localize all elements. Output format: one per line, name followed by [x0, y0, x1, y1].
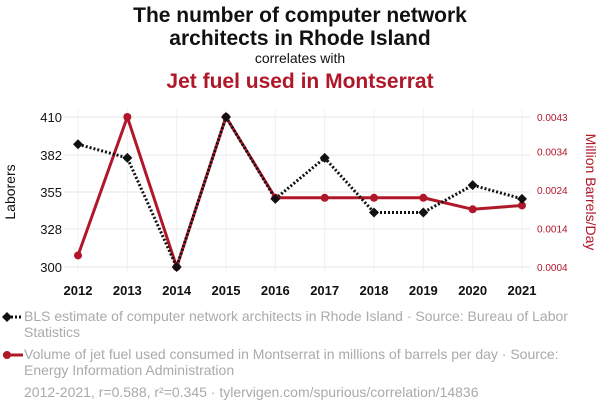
- x-tick-label: 2019: [409, 283, 438, 298]
- grid-lines: [64, 109, 530, 273]
- legend-swatch-architects: [2, 312, 23, 322]
- data-point-architects: [221, 112, 231, 122]
- left-tick-label: 328: [40, 222, 62, 237]
- data-point-architects: [467, 180, 478, 191]
- chart-title-line1: The number of computer network: [133, 4, 467, 27]
- legend-swatch-jetfuel: [3, 351, 23, 359]
- right-tick-label: 0.0043: [537, 113, 568, 124]
- left-tick-label: 382: [40, 148, 62, 163]
- x-tick-label: 2017: [310, 283, 339, 298]
- chart-title: The number of computer network architect…: [0, 4, 600, 50]
- x-tick-label: 2014: [162, 283, 192, 298]
- chart-plot: 300 328 355 382 410 0.0004 0.0014 0.0024 0.0034…: [2, 109, 599, 298]
- data-point-jetfuel: [123, 113, 132, 121]
- x-tick-label: 2020: [458, 283, 487, 298]
- right-tick-label: 0.0034: [537, 148, 568, 159]
- x-tick-label: 2018: [360, 283, 389, 298]
- chart-title-secondary: Jet fuel used in Montserrat: [166, 70, 434, 93]
- legend-label-architects: BLS estimate of computer network archite…: [24, 308, 568, 340]
- data-point-jetfuel: [419, 193, 428, 202]
- data-point-architects: [319, 152, 330, 163]
- left-tick-label: 300: [40, 260, 62, 275]
- data-point-jetfuel: [468, 205, 477, 214]
- x-tick-label: 2016: [261, 283, 290, 298]
- data-point-architects: [73, 139, 83, 150]
- series-line-architects: [77, 115, 523, 269]
- legend-label-jetfuel: Volume of jet fuel used consumed in Mont…: [24, 346, 559, 378]
- right-tick-label: 0.0014: [537, 225, 568, 236]
- data-point-architects: [270, 193, 281, 204]
- data-point-architects: [171, 262, 182, 272]
- right-axis-ticks: 0.0004 0.0014 0.0024 0.0034 0.0043: [537, 113, 568, 274]
- left-tick-label: 355: [40, 185, 62, 200]
- x-tick-label: 2012: [64, 283, 93, 298]
- x-tick-label: 2013: [113, 283, 142, 298]
- data-point-architects: [517, 193, 527, 204]
- chart-title-line2: architects in Rhode Island: [169, 27, 431, 50]
- correlates-label: correlates with: [254, 50, 346, 66]
- right-axis-label: Million Barrels/Day: [583, 134, 599, 251]
- data-point-architects: [369, 207, 379, 218]
- data-point-architects: [418, 207, 429, 218]
- x-tick-label: 2021: [508, 283, 537, 298]
- x-axis-ticks: 2012 2013 2014 2015 2016 2017 2018 2019 2020 2021: [64, 283, 537, 298]
- series-line-jetfuel: [76, 115, 523, 269]
- left-axis-ticks: 300 328 355 382 410: [40, 110, 62, 275]
- data-point-jetfuel: [320, 193, 329, 202]
- footer-citation: 2012-2021, r=0.588, r²=0.345 · tylervige…: [24, 384, 479, 400]
- x-tick-label: 2015: [212, 283, 241, 298]
- left-axis-label: Laborers: [2, 164, 18, 219]
- right-tick-label: 0.0004: [537, 263, 568, 274]
- data-point-architects: [122, 152, 133, 163]
- left-tick-label: 410: [40, 110, 62, 125]
- data-point-jetfuel: [74, 251, 82, 260]
- data-point-jetfuel: [518, 201, 526, 210]
- right-tick-label: 0.0024: [537, 186, 568, 197]
- data-point-jetfuel: [370, 193, 378, 202]
